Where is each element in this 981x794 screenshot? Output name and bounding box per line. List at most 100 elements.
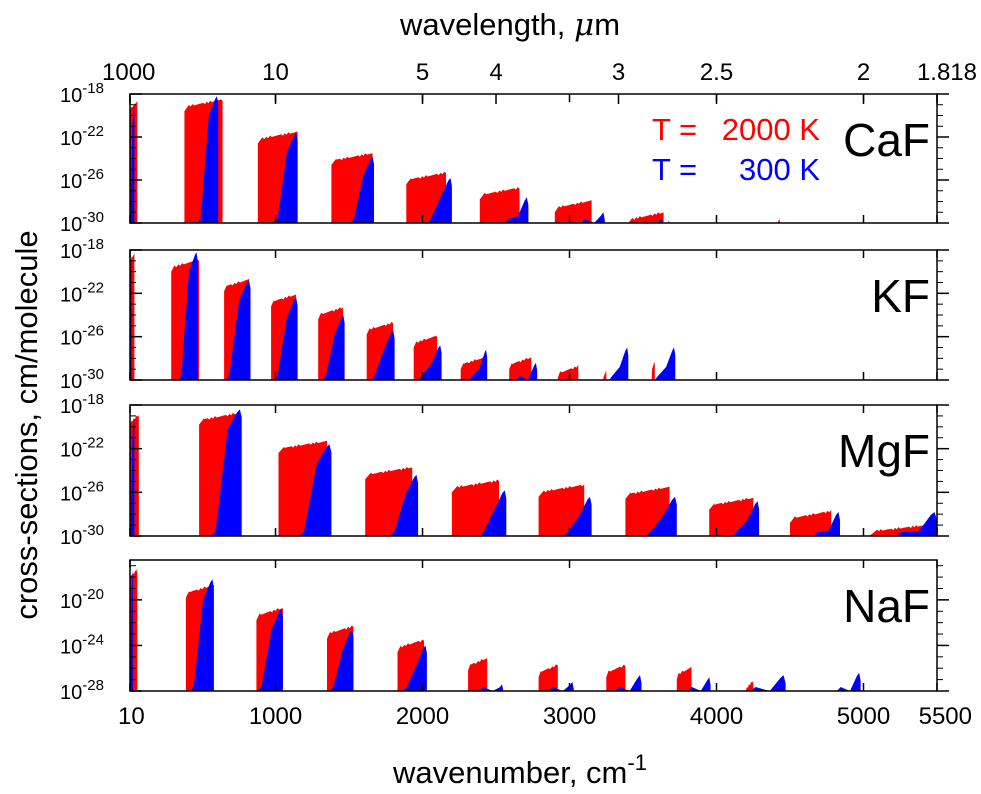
top-axis-title-unit: m: [594, 7, 620, 42]
hot-band: [509, 357, 532, 380]
hot-band: [790, 509, 832, 536]
panel-frame: [129, 249, 938, 381]
cold-band: [563, 496, 592, 536]
hot-band: [676, 666, 692, 691]
top-axis-title: wavelength, μm: [399, 7, 620, 43]
hot-band: [745, 681, 754, 691]
hot-band: [606, 664, 626, 691]
cold-band: [654, 347, 676, 380]
y-tick-exponent: -30: [82, 522, 104, 539]
cold-band: [190, 579, 214, 691]
y-tick-label: 10-30: [60, 209, 104, 236]
y-tick-exponent: -26: [82, 323, 104, 340]
cold-band: [646, 496, 677, 536]
cold-band: [350, 156, 374, 223]
hot-band: [554, 200, 592, 223]
y-tick-exponent: -26: [82, 478, 104, 495]
y-tick-base: 10: [60, 483, 82, 505]
y-tick-exponent: -18: [82, 80, 104, 97]
y-tick-exponent: -22: [82, 123, 104, 140]
hot-band: [557, 364, 579, 380]
molecule-label: CaF: [843, 114, 930, 166]
hot-band: [479, 187, 520, 223]
cold-band: [750, 675, 786, 691]
cold-band: [688, 677, 711, 691]
cold-band: [479, 490, 507, 536]
legend-entry: T = 2000 K: [652, 112, 820, 147]
cold-band: [504, 197, 529, 223]
panel-plot-area: [130, 409, 937, 536]
cold-band: [390, 474, 419, 536]
y-tick-exponent: -24: [82, 631, 104, 648]
y-tick-exponent: -22: [82, 279, 104, 296]
hot-band: [468, 658, 488, 691]
x-axis-title-superscript: -1: [627, 750, 647, 775]
y-tick-exponent: -30: [82, 209, 104, 226]
cold-band: [516, 362, 538, 380]
y-tick-base: 10: [60, 682, 82, 704]
top-tick-label: 3: [612, 59, 625, 86]
cold-band: [581, 212, 605, 223]
panel-frame: [129, 559, 938, 692]
top-tick-label: 1000: [102, 59, 155, 86]
chart-marks: 10-1810-2210-2610-30CaF10-1810-2210-2610…: [60, 59, 977, 730]
hot-band: [651, 361, 655, 380]
hot-band: [603, 370, 607, 380]
molecule-label: MgF: [838, 425, 930, 477]
cold-band: [257, 609, 283, 691]
y-tick-label: 10-20: [60, 586, 104, 613]
y-tick-base: 10: [60, 440, 82, 462]
cold-band: [426, 177, 452, 223]
y-tick-label: 10-30: [60, 522, 104, 549]
cold-band: [274, 297, 298, 380]
x-axis-title: wavenumber, cm-1: [392, 750, 647, 790]
y-tick-exponent: -28: [82, 677, 104, 694]
cold-band: [329, 629, 354, 691]
cold-band: [418, 345, 442, 380]
y-tick-base: 10: [60, 591, 82, 613]
top-tick-label: 5: [416, 59, 429, 86]
cold-band: [371, 330, 395, 380]
cold-band: [274, 132, 298, 223]
x-axis-title-text: wavenumber, cm: [392, 755, 627, 790]
cold-band: [403, 645, 427, 691]
cold-band: [322, 315, 345, 380]
panel-plot-area: [130, 96, 780, 223]
legend-prefix: T =: [652, 112, 706, 147]
y-tick-label: 10-18: [60, 391, 104, 418]
cold-band: [615, 675, 642, 691]
hot-band: [628, 212, 664, 223]
y-tick-label: 10-28: [60, 677, 104, 704]
x-tick-label: 5000: [837, 703, 890, 730]
y-tick-label: 10-22: [60, 279, 104, 306]
cold-band: [895, 512, 937, 536]
y-tick-label: 10-26: [60, 478, 104, 505]
y-tick-label: 10-22: [60, 435, 104, 462]
cold-band: [548, 681, 574, 691]
cold-band: [178, 252, 198, 380]
cold-band: [299, 444, 332, 536]
y-tick-base: 10: [60, 284, 82, 306]
cold-band: [197, 96, 219, 223]
x-tick-label: 3000: [543, 703, 596, 730]
cold-band: [225, 280, 251, 380]
cold-band: [609, 347, 629, 380]
y-tick-label: 10-24: [60, 631, 104, 658]
cold-band: [813, 512, 840, 536]
hot-band: [775, 217, 780, 223]
y-tick-base: 10: [60, 636, 82, 658]
y-tick-label: 10-18: [60, 80, 104, 107]
y-tick-exponent: -22: [82, 435, 104, 452]
cold-band: [210, 409, 242, 536]
cold-band: [130, 104, 135, 223]
top-tick-label: 10: [262, 59, 289, 86]
hot-band: [451, 479, 499, 536]
y-axis-title: cross-sections, cm/molecule: [9, 230, 44, 619]
top-tick-label: 1.818: [917, 59, 977, 86]
y-tick-base: 10: [60, 85, 82, 107]
y-tick-exponent: -26: [82, 166, 104, 183]
